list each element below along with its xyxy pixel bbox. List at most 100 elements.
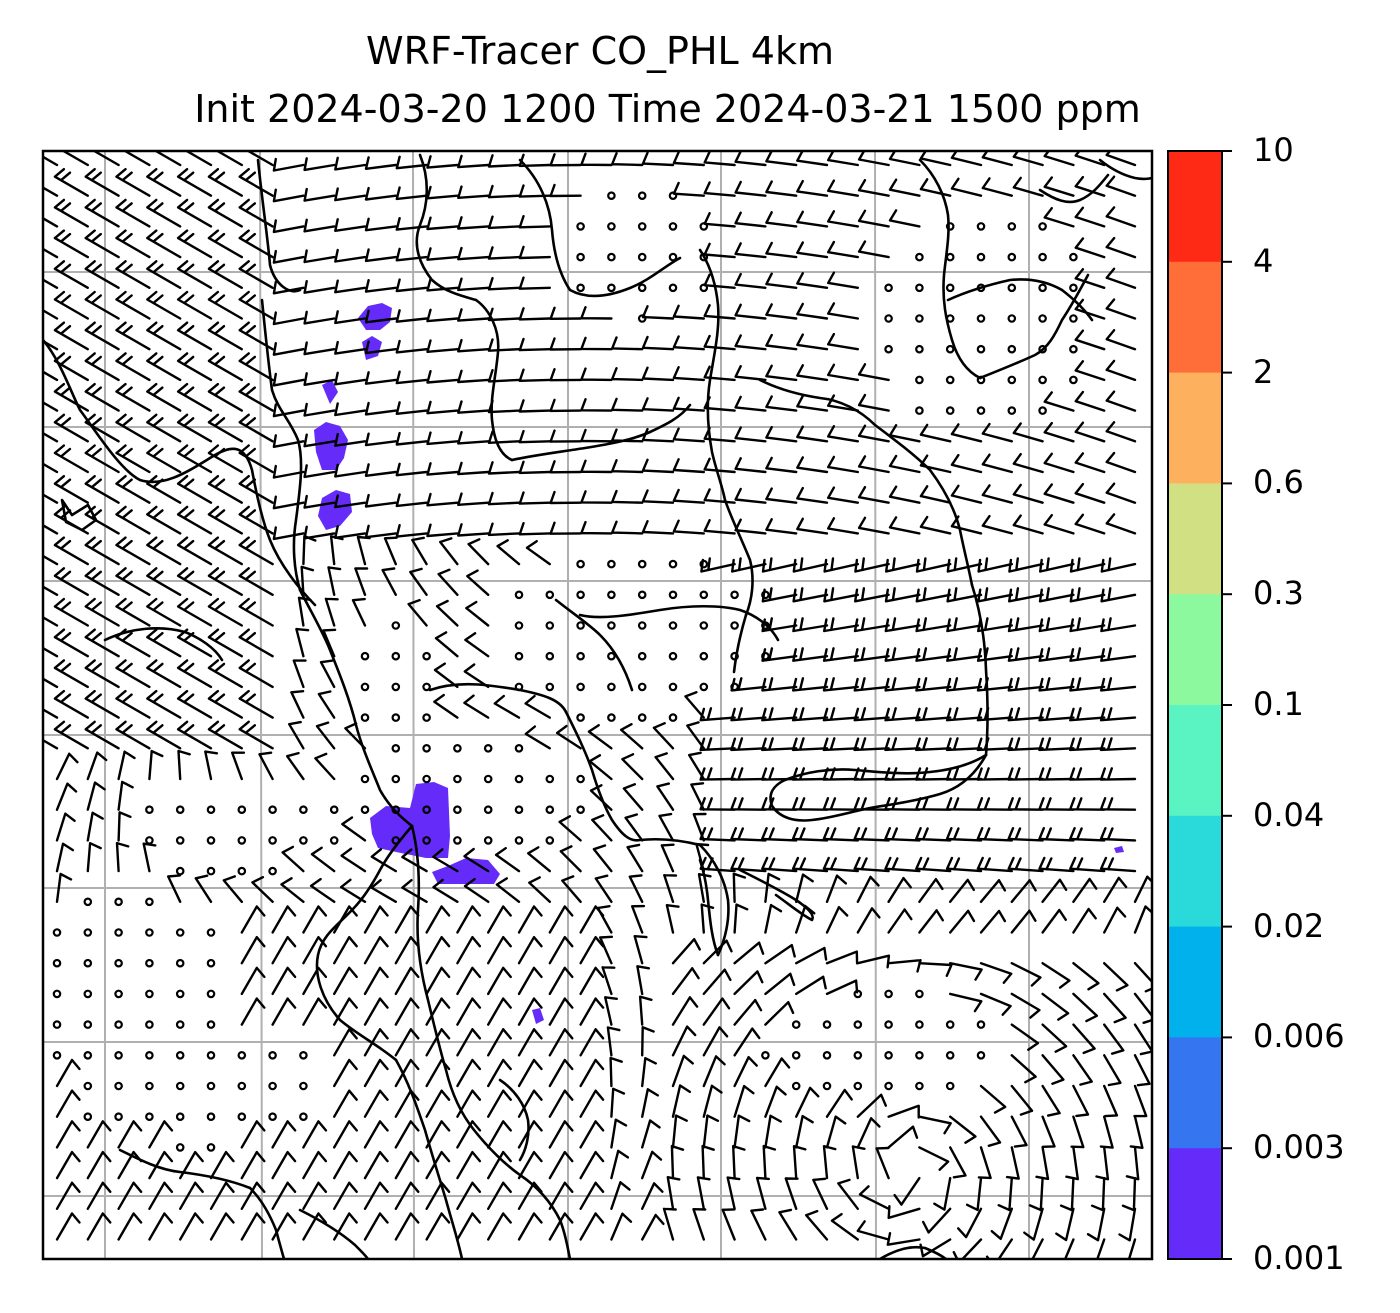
wind-barb <box>457 308 490 322</box>
colorbar-tick-label: 0.02 <box>1253 906 1325 945</box>
wind-barb <box>238 720 274 750</box>
wind-barb <box>730 856 767 873</box>
wind-barb <box>946 647 983 662</box>
wind-barb <box>884 797 921 811</box>
wind-barb <box>495 877 521 903</box>
calm-wind-marker <box>206 1143 216 1152</box>
wind-barb <box>466 569 490 596</box>
wind-barb <box>1074 175 1106 197</box>
wind-barb <box>204 750 219 781</box>
wind-barb <box>53 352 89 382</box>
wind-barb <box>456 997 482 1026</box>
wind-barb <box>950 515 983 535</box>
wind-barb <box>426 370 459 384</box>
wind-barb <box>918 1146 950 1171</box>
calm-wind-marker <box>422 743 431 753</box>
wind-barb <box>53 597 89 627</box>
wind-barb <box>976 707 1013 722</box>
wind-barb <box>238 689 274 719</box>
wind-barb <box>240 997 266 1026</box>
tracer-patch-south <box>318 490 352 530</box>
wind-barb <box>1099 856 1137 873</box>
wind-barb <box>548 1089 574 1118</box>
calm-wind-marker <box>699 621 709 630</box>
calm-wind-marker <box>83 897 93 907</box>
calm-wind-marker <box>391 743 401 753</box>
calm-wind-marker <box>268 1112 277 1122</box>
wind-barb <box>356 535 371 566</box>
tracer-speck <box>532 1008 544 1024</box>
calm-wind-marker <box>976 283 986 293</box>
wind-barb <box>1041 962 1071 989</box>
tracer-patch-delaware <box>432 858 500 884</box>
wind-barb <box>919 178 952 197</box>
wind-barb <box>671 1084 692 1118</box>
wind-barb <box>271 1150 297 1180</box>
wind-barb <box>394 1150 420 1180</box>
wind-barb <box>86 781 106 811</box>
calm-wind-marker <box>1007 314 1017 323</box>
calm-wind-marker <box>915 344 924 354</box>
calm-wind-marker <box>114 989 123 999</box>
wind-barb <box>699 827 736 842</box>
wind-barb <box>334 279 367 294</box>
wind-barb <box>784 1177 799 1210</box>
wind-barb <box>425 966 451 996</box>
wind-barb <box>518 491 551 505</box>
wind-barb <box>43 216 59 228</box>
wind-barb <box>823 557 859 573</box>
map-background <box>43 151 1152 1259</box>
wind-barb <box>559 845 582 873</box>
wind-barb <box>979 1115 1002 1147</box>
wind-barb <box>363 936 389 965</box>
calm-wind-marker <box>945 406 955 415</box>
wind-barb <box>487 905 512 934</box>
calm-wind-marker <box>1007 344 1017 354</box>
wind-barb <box>884 617 921 633</box>
wind-barb <box>517 966 543 996</box>
wind-barb <box>610 1118 628 1149</box>
wind-barb <box>53 720 89 750</box>
wind-barb <box>915 617 952 633</box>
calm-wind-marker <box>884 344 893 354</box>
wind-barb <box>456 1028 482 1057</box>
wind-barb <box>792 1145 807 1180</box>
wind-barb <box>207 198 243 228</box>
wind-barb <box>997 1176 1013 1212</box>
wind-barb <box>86 1212 112 1241</box>
wind-barb <box>1072 992 1098 1023</box>
wind-barb <box>827 455 859 474</box>
wind-barb <box>456 905 482 934</box>
wind-barb <box>822 856 859 873</box>
wind-barb <box>915 587 952 603</box>
wind-barb <box>1007 767 1044 781</box>
wind-barb <box>945 856 983 873</box>
calm-wind-marker <box>915 375 924 385</box>
wind-barb <box>1038 617 1075 633</box>
calm-wind-marker <box>607 252 616 262</box>
wind-barb <box>580 152 613 167</box>
wind-barb <box>364 309 397 324</box>
wind-barb <box>888 151 921 167</box>
wind-barb <box>1105 236 1137 259</box>
wind-barb <box>303 341 336 356</box>
wind-barb <box>915 856 952 873</box>
wind-barb <box>146 413 182 443</box>
calm-wind-marker <box>52 1051 62 1060</box>
wind-barb <box>1086 1207 1106 1242</box>
wind-barb <box>1010 962 1042 987</box>
wind-barb <box>795 904 816 934</box>
wind-barb <box>146 475 182 504</box>
wind-barb <box>43 370 59 382</box>
wind-barb <box>703 273 736 289</box>
wind-barb <box>949 1146 967 1179</box>
calm-wind-marker <box>453 805 462 815</box>
wind-barb <box>641 1150 663 1180</box>
wind-barb <box>426 523 459 538</box>
wind-barb <box>207 321 243 351</box>
wind-barb <box>918 909 944 934</box>
wind-barb <box>207 413 243 443</box>
calm-wind-marker <box>607 621 616 630</box>
calm-wind-marker <box>422 774 431 784</box>
wind-barb <box>672 458 705 474</box>
